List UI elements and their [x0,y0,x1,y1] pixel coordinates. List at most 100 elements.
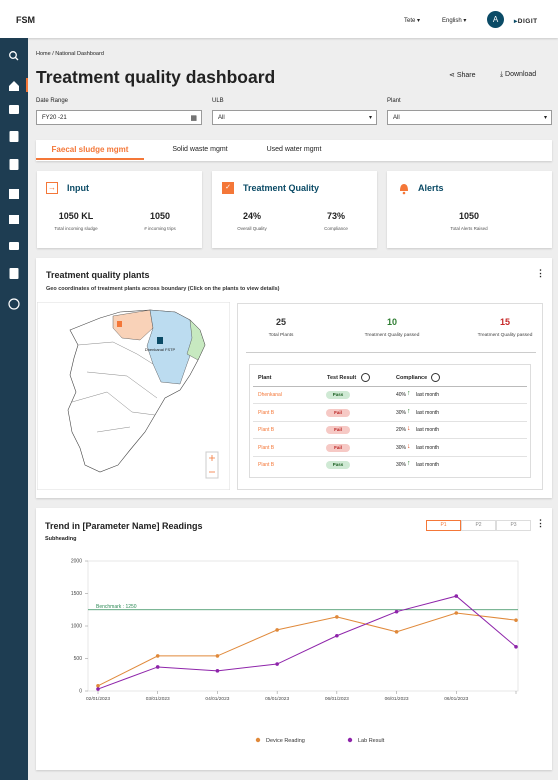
filter-value: All [393,115,400,121]
plant-link[interactable]: Plant B [258,462,275,468]
kpi-card [37,171,202,248]
plant-pin[interactable] [157,337,163,344]
data-point [335,633,339,638]
y-tick-label: 500 [74,656,83,662]
brand: FSM [16,15,35,25]
data-point [215,669,220,673]
series-line [97,595,517,690]
breadcrumb: Home / National Dashboard [36,51,104,57]
legend-label: Device Reading [266,738,305,744]
more-menu[interactable]: ⋮ [536,518,545,528]
metric-label: Total incoming sludge [54,226,98,231]
chart-tab-active[interactable]: P1 [426,520,461,531]
nav-icons [9,51,19,61]
nav-icons-filled [9,78,28,279]
plant-select[interactable]: All ▾ [387,110,552,125]
filter-label: ULB [212,98,224,104]
row-divider [253,420,527,422]
chart-tab[interactable]: P3 [496,520,531,531]
more-menu[interactable]: ⋮ [536,268,545,278]
metric-label: Overall Quality [237,226,267,231]
divider [246,352,536,353]
top-bar [0,0,558,38]
share-button[interactable]: ⋖ Share [449,72,476,79]
x-tick-label: 03/01/2023 [146,696,170,702]
tab[interactable]: Used water mgmt [266,146,322,153]
ulb-select[interactable]: All ▾ [212,110,377,125]
search-icon[interactable] [9,51,17,59]
alert-icon[interactable] [9,105,19,114]
period: last month [416,409,440,416]
map-region [146,309,196,385]
compliance: 20% [396,427,407,433]
tab-active[interactable]: Faecal sludge mgmt [51,145,129,154]
sidebar-bg [0,38,28,780]
result-chip: Fail [326,408,350,417]
metric-label: Total Alerts Raised [450,226,488,231]
plant-link[interactable]: Dhenkanal [258,392,282,398]
metric-label: Compliance [324,226,348,231]
trend-card [36,508,552,770]
tab[interactable]: Solid waste mgmt [172,146,228,153]
period: last month [416,392,440,398]
sidebar [0,38,28,780]
plant-link[interactable]: Plant B [258,427,275,433]
chart-tab[interactable]: P2 [461,520,496,531]
city-select[interactable]: Tete ▾ [404,18,421,24]
result-chip: Pass [326,461,350,469]
section-subtitle: Geo coordinates of treatment plants acro… [46,286,280,292]
logo: ▸DIGIT [514,18,538,25]
row-divider [253,438,527,439]
filter-value: FY20 -21 [42,115,67,121]
chart-title: Trend in [Parameter Name] Readings [45,521,203,531]
plant-pin[interactable] [117,321,122,327]
language-select[interactable]: English ▾ [442,18,467,24]
plants-panel [237,303,543,490]
table-divider [253,386,527,387]
avatar[interactable]: A [487,11,504,28]
plant-link[interactable]: Plant B [258,444,275,451]
metric-value: 73% [326,211,345,221]
y-tick-label: 2000 [71,559,82,565]
briefcase-icon[interactable] [9,242,19,250]
building-icon[interactable] [9,189,19,199]
card-title: Alerts [418,183,444,193]
data-point [275,628,279,632]
quality-icon: ✓ [222,182,234,194]
book-icon[interactable] [9,268,19,279]
breadcrumb-home[interactable]: Home [36,51,51,57]
clipboard-icon[interactable] [9,131,19,142]
tab-underline [36,158,144,160]
input-icon: → [46,182,58,194]
x-tick-label: 04/01/2023 [205,696,229,702]
compliance: 30% [396,444,407,451]
legend-swatch [255,737,261,743]
summary-label: Treatment Quality passed [364,333,420,338]
y-tick-label: 1000 [71,624,82,630]
trend-arrow: ↑ [407,407,411,415]
date-range-input[interactable]: FY20 -21 ▦ [36,110,202,125]
data-point [155,665,160,669]
map[interactable]: Dhenkanal FSTP [37,302,230,490]
x-tick-label: 06/01/2023 [444,696,468,702]
summary-label: Total Plants [268,333,294,338]
data-point [454,594,459,598]
filter-label: Plant [387,98,401,104]
section-title: Treatment quality plants [46,270,150,280]
home-icon[interactable] [9,81,19,91]
table-header: Compliance [396,375,428,381]
help-icon[interactable] [8,298,20,310]
compliance: 30% [396,462,407,468]
city-icon[interactable] [9,215,19,224]
data-point [215,654,220,658]
period: last month [416,444,440,451]
zoom-in[interactable] [209,455,215,461]
plot-frame [87,560,519,692]
document-icon[interactable] [9,159,19,170]
plant-link[interactable]: Plant B [258,409,275,416]
summary-value: 25 [275,317,286,327]
download-button[interactable]: ⤓ Download [500,71,537,78]
active-marker [26,78,28,92]
info-icon [361,373,370,382]
summary-label: Treatment Quality passed [477,333,533,338]
